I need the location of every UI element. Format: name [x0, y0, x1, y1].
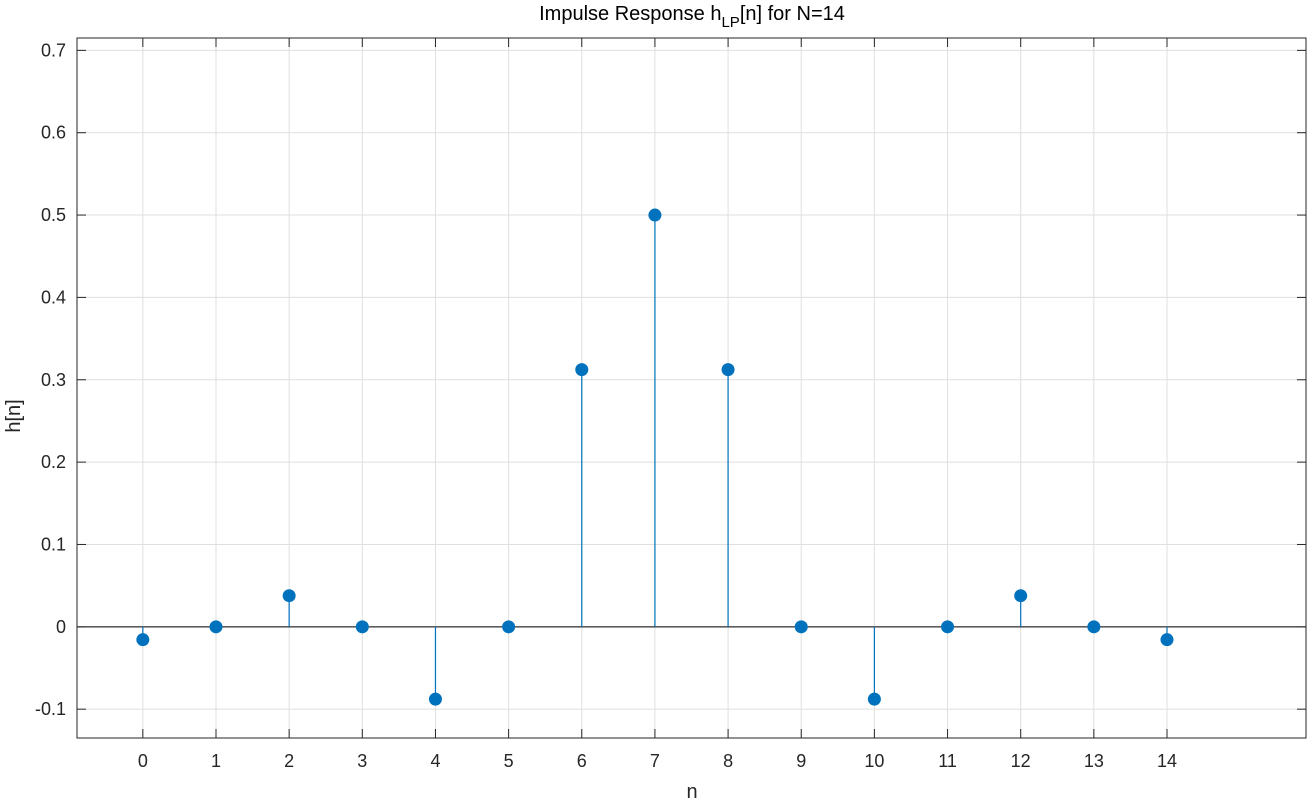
stem-marker — [355, 620, 369, 634]
x-tick-label: 2 — [284, 751, 294, 771]
x-tick-label: 6 — [577, 751, 587, 771]
stem-marker — [136, 633, 150, 647]
stem-marker — [1160, 633, 1174, 647]
chart-title: Impulse Response hLP[n] for N=14 — [539, 3, 845, 31]
plot-area-border — [76, 37, 1307, 739]
x-tick-label: 0 — [138, 751, 148, 771]
y-tick-label: 0.1 — [41, 534, 66, 554]
stem-marker — [428, 692, 442, 706]
y-tick-label: 0.7 — [41, 40, 66, 60]
x-tick-label: 8 — [723, 751, 733, 771]
stem-marker — [502, 620, 516, 634]
x-tick-label: 11 — [938, 751, 957, 771]
x-tick-label: 7 — [650, 751, 660, 771]
y-tick-label: 0.5 — [41, 205, 66, 225]
axes-box — [76, 37, 1307, 739]
stem-marker — [721, 363, 735, 377]
stem-marker — [794, 620, 808, 634]
stem-marker — [941, 620, 955, 634]
chart-title-rest: [n] for N=14 — [740, 3, 845, 25]
y-tick-label: 0.4 — [41, 287, 66, 307]
y-tick-label: -0.1 — [35, 699, 66, 719]
x-tick-label: 1 — [211, 751, 221, 771]
x-tick-label: 9 — [796, 751, 806, 771]
chart-title-subscript: LP — [721, 14, 739, 31]
x-tick-label: 3 — [357, 751, 367, 771]
stem-series — [136, 208, 1174, 706]
y-axis-label: h[n] — [3, 399, 25, 432]
stem-marker — [648, 208, 662, 222]
y-tick-label: 0.2 — [41, 452, 66, 472]
x-tick-labels: 0 1 2 3 4 5 6 7 8 9 10 11 12 13 14 — [138, 751, 1177, 771]
y-tick-labels: -0.1 0 0.1 0.2 0.3 0.4 0.5 0.6 0.7 — [35, 40, 66, 719]
stem-marker — [1014, 589, 1028, 603]
y-tick-label: 0.6 — [41, 123, 66, 143]
chart-title-main: Impulse Response h — [539, 3, 721, 25]
stem-marker — [575, 363, 589, 377]
x-tick-label: 5 — [504, 751, 514, 771]
y-tick-label: 0.3 — [41, 370, 66, 390]
x-tick-label: 10 — [864, 751, 884, 771]
y-tick-label: 0 — [56, 617, 66, 637]
grid — [77, 38, 1306, 738]
x-tick-label: 14 — [1157, 751, 1177, 771]
stem-marker — [209, 620, 223, 634]
stem-marker — [1087, 620, 1101, 634]
x-tick-label: 12 — [1011, 751, 1031, 771]
stem-marker — [282, 589, 296, 603]
x-tick-label: 4 — [430, 751, 440, 771]
x-tick-label: 13 — [1084, 751, 1104, 771]
stem-marker — [867, 692, 881, 706]
x-axis-label: n — [686, 781, 697, 802]
